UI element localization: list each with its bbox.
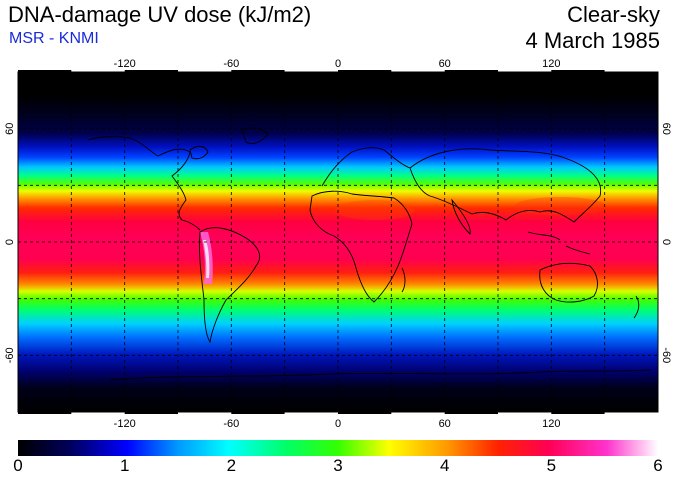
asia-patch <box>515 197 605 215</box>
colorbar-label: 4 <box>439 456 450 475</box>
lon-tick-label: 0 <box>335 418 341 430</box>
lat-tick-label: 0 <box>660 239 672 245</box>
lon-tick-label: -120 <box>114 58 136 70</box>
lon-tick-label: 60 <box>439 418 451 430</box>
coastlines <box>87 127 651 381</box>
new-zealand-coast <box>633 295 640 319</box>
lat-tick-label: 60 <box>4 123 16 135</box>
lon-tick-label: -120 <box>114 418 136 430</box>
map-title: DNA-damage UV dose (kJ/m2) <box>8 2 312 27</box>
colorbar <box>18 440 658 456</box>
lon-tick-label: -60 <box>223 58 239 70</box>
lat-tick-label: 60 <box>660 123 672 135</box>
andes-peak-core <box>203 240 210 278</box>
source-label: MSR - KNMI <box>9 30 99 47</box>
madagascar-coast <box>401 267 406 293</box>
africa-coast <box>309 190 413 303</box>
australia-coast <box>539 262 598 303</box>
date-label: 4 March 1985 <box>525 28 660 53</box>
lat-tick-label: -60 <box>4 347 16 363</box>
lat-tick-label: 0 <box>4 239 16 245</box>
colorbar-label: 3 <box>333 456 343 475</box>
map-border <box>17 71 659 413</box>
colorbar-label: 2 <box>226 456 237 475</box>
europe-coast <box>321 147 411 187</box>
lon-tick-label: -60 <box>223 418 239 430</box>
lon-tick-label: 120 <box>542 418 560 430</box>
india-coast <box>451 198 471 235</box>
lon-tick-label: 60 <box>439 58 451 70</box>
graticule <box>18 72 658 412</box>
colorbar-label: 6 <box>653 456 663 475</box>
asia-coast <box>409 148 602 223</box>
lon-tick-label: 0 <box>335 58 341 70</box>
antarctica-coast <box>109 369 651 381</box>
lon-tick-label: 120 <box>542 58 560 70</box>
colorbar-label: 0 <box>13 456 23 475</box>
lat-tick-label: -60 <box>660 347 672 363</box>
africa-north-patch <box>335 200 415 220</box>
indonesia-coast <box>527 231 591 255</box>
hudson-bay <box>189 145 209 160</box>
colorbar-label: 1 <box>119 456 130 475</box>
north-america-coast <box>87 136 201 231</box>
colorbar-label: 5 <box>546 456 557 475</box>
south-america-coast <box>199 227 260 344</box>
sky-condition-label: Clear-sky <box>567 2 660 27</box>
greenland-coast <box>241 127 269 145</box>
